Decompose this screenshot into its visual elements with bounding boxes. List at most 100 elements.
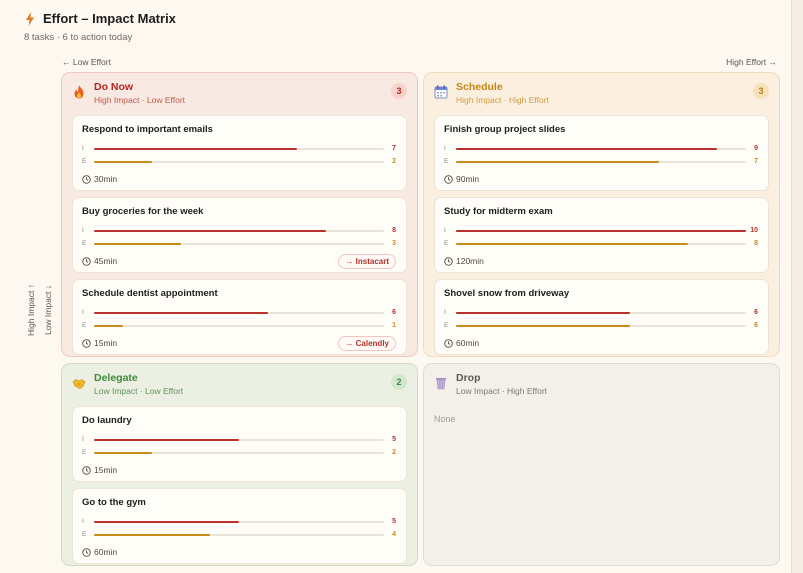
effort-label: E bbox=[444, 158, 449, 165]
impact-value: 10 bbox=[750, 227, 758, 234]
calendar-icon bbox=[434, 85, 448, 99]
task-duration: 60min bbox=[444, 338, 479, 348]
effort-fill bbox=[94, 160, 152, 163]
quadrant-subtitle: High Impact · Low Effort bbox=[94, 95, 186, 105]
effort-fill bbox=[94, 533, 210, 536]
impact-track bbox=[94, 311, 384, 314]
effort-value: 3 bbox=[392, 240, 396, 247]
empty-state: None bbox=[434, 414, 456, 424]
task-card[interactable]: Buy groceries for the week I 8 E 3 45min → Ins… bbox=[72, 197, 407, 273]
effort-track bbox=[456, 242, 746, 245]
axis-high-impact: High Impact ↑ bbox=[26, 284, 36, 336]
external-link-button[interactable]: → Instacart bbox=[338, 253, 396, 269]
quadrant-name: Delegate bbox=[94, 372, 138, 384]
impact-fill bbox=[94, 229, 326, 232]
effort-fill bbox=[456, 324, 630, 327]
task-card[interactable]: Finish group project slides I 9 E 7 90min bbox=[434, 115, 769, 191]
quadrant-do-now: Do Now High Impact · Low Effort 3 Respon… bbox=[61, 72, 418, 357]
effort-value: 1 bbox=[392, 322, 396, 329]
impact-bar: I 10 bbox=[444, 224, 758, 237]
effort-track bbox=[456, 324, 746, 327]
effort-value: 2 bbox=[392, 449, 396, 456]
task-duration: 15min bbox=[82, 338, 117, 348]
external-link-button[interactable]: → Calendly bbox=[338, 335, 396, 351]
task-card[interactable]: Do laundry I 5 E 2 15min bbox=[72, 406, 407, 482]
task-card[interactable]: Shovel snow from driveway I 6 E 6 60min bbox=[434, 279, 769, 355]
quadrant-count-badge: 3 bbox=[391, 83, 407, 99]
effort-track bbox=[456, 160, 746, 163]
clock-icon bbox=[444, 174, 453, 184]
impact-label: I bbox=[82, 309, 84, 316]
impact-label: I bbox=[444, 309, 446, 316]
effort-fill bbox=[94, 242, 181, 245]
impact-label: I bbox=[444, 145, 446, 152]
effort-label: E bbox=[82, 449, 87, 456]
effort-track bbox=[94, 451, 384, 454]
impact-value: 6 bbox=[754, 309, 758, 316]
task-list: Respond to important emails I 7 E 2 30min Buy … bbox=[72, 115, 407, 355]
impact-track bbox=[456, 229, 746, 232]
task-footer: 60min bbox=[444, 332, 758, 354]
task-duration: 15min bbox=[82, 465, 117, 475]
task-duration-text: 30min bbox=[94, 174, 118, 184]
task-footer: 90min bbox=[444, 168, 758, 190]
effort-track bbox=[94, 242, 384, 245]
effort-label: E bbox=[444, 322, 449, 329]
effort-label: E bbox=[82, 322, 87, 329]
impact-value: 8 bbox=[392, 227, 396, 234]
page-title: Effort – Impact Matrix bbox=[43, 11, 176, 26]
task-duration-text: 15min bbox=[94, 465, 118, 475]
effort-track bbox=[94, 324, 384, 327]
task-card[interactable]: Respond to important emails I 7 E 2 30min bbox=[72, 115, 407, 191]
impact-fill bbox=[94, 520, 239, 523]
quadrant-name: Schedule bbox=[456, 81, 503, 93]
task-footer: 15min bbox=[82, 459, 396, 481]
lightning-icon bbox=[26, 11, 34, 26]
task-title: Do laundry bbox=[82, 415, 132, 426]
effort-value: 2 bbox=[392, 158, 396, 165]
quadrant-name: Do Now bbox=[94, 81, 134, 93]
impact-track bbox=[94, 520, 384, 523]
impact-value: 5 bbox=[392, 436, 396, 443]
effort-fill bbox=[456, 160, 659, 163]
impact-fill bbox=[456, 311, 630, 314]
clock-icon bbox=[444, 338, 453, 348]
effort-value: 4 bbox=[392, 531, 396, 538]
task-duration-text: 120min bbox=[456, 256, 484, 266]
handshake-icon bbox=[72, 379, 86, 389]
task-duration: 30min bbox=[82, 174, 117, 184]
task-duration-text: 15min bbox=[94, 338, 118, 348]
task-card[interactable]: Go to the gym I 5 E 4 60min bbox=[72, 488, 407, 564]
page-subtitle: 8 tasks · 6 to action today bbox=[24, 32, 133, 43]
impact-track bbox=[94, 438, 384, 441]
task-card[interactable]: Study for midterm exam I 10 E 8 120min bbox=[434, 197, 769, 273]
task-footer: 120min bbox=[444, 250, 758, 272]
effort-track bbox=[94, 160, 384, 163]
effort-label: E bbox=[82, 240, 87, 247]
title-row: Effort – Impact Matrix bbox=[25, 11, 176, 26]
task-card[interactable]: Schedule dentist appointment I 6 E 1 15min → C… bbox=[72, 279, 407, 355]
task-footer: 45min → Instacart bbox=[82, 250, 396, 272]
impact-fill bbox=[94, 311, 268, 314]
quadrant-subtitle: Low Impact · High Effort bbox=[456, 386, 548, 396]
quadrant-subtitle: High Impact · High Effort bbox=[456, 95, 549, 105]
impact-track bbox=[456, 147, 746, 150]
axis-low-effort: ← Low Effort bbox=[62, 57, 111, 67]
effort-value: 7 bbox=[754, 158, 758, 165]
impact-track bbox=[94, 147, 384, 150]
task-title: Go to the gym bbox=[82, 497, 146, 508]
impact-value: 7 bbox=[392, 145, 396, 152]
impact-fill bbox=[94, 438, 239, 441]
task-duration-text: 60min bbox=[94, 547, 118, 557]
quadrant-delegate: Delegate Low Impact · Low Effort 2 Do la… bbox=[61, 363, 418, 566]
task-duration-text: 90min bbox=[456, 174, 480, 184]
task-title: Schedule dentist appointment bbox=[82, 288, 218, 299]
